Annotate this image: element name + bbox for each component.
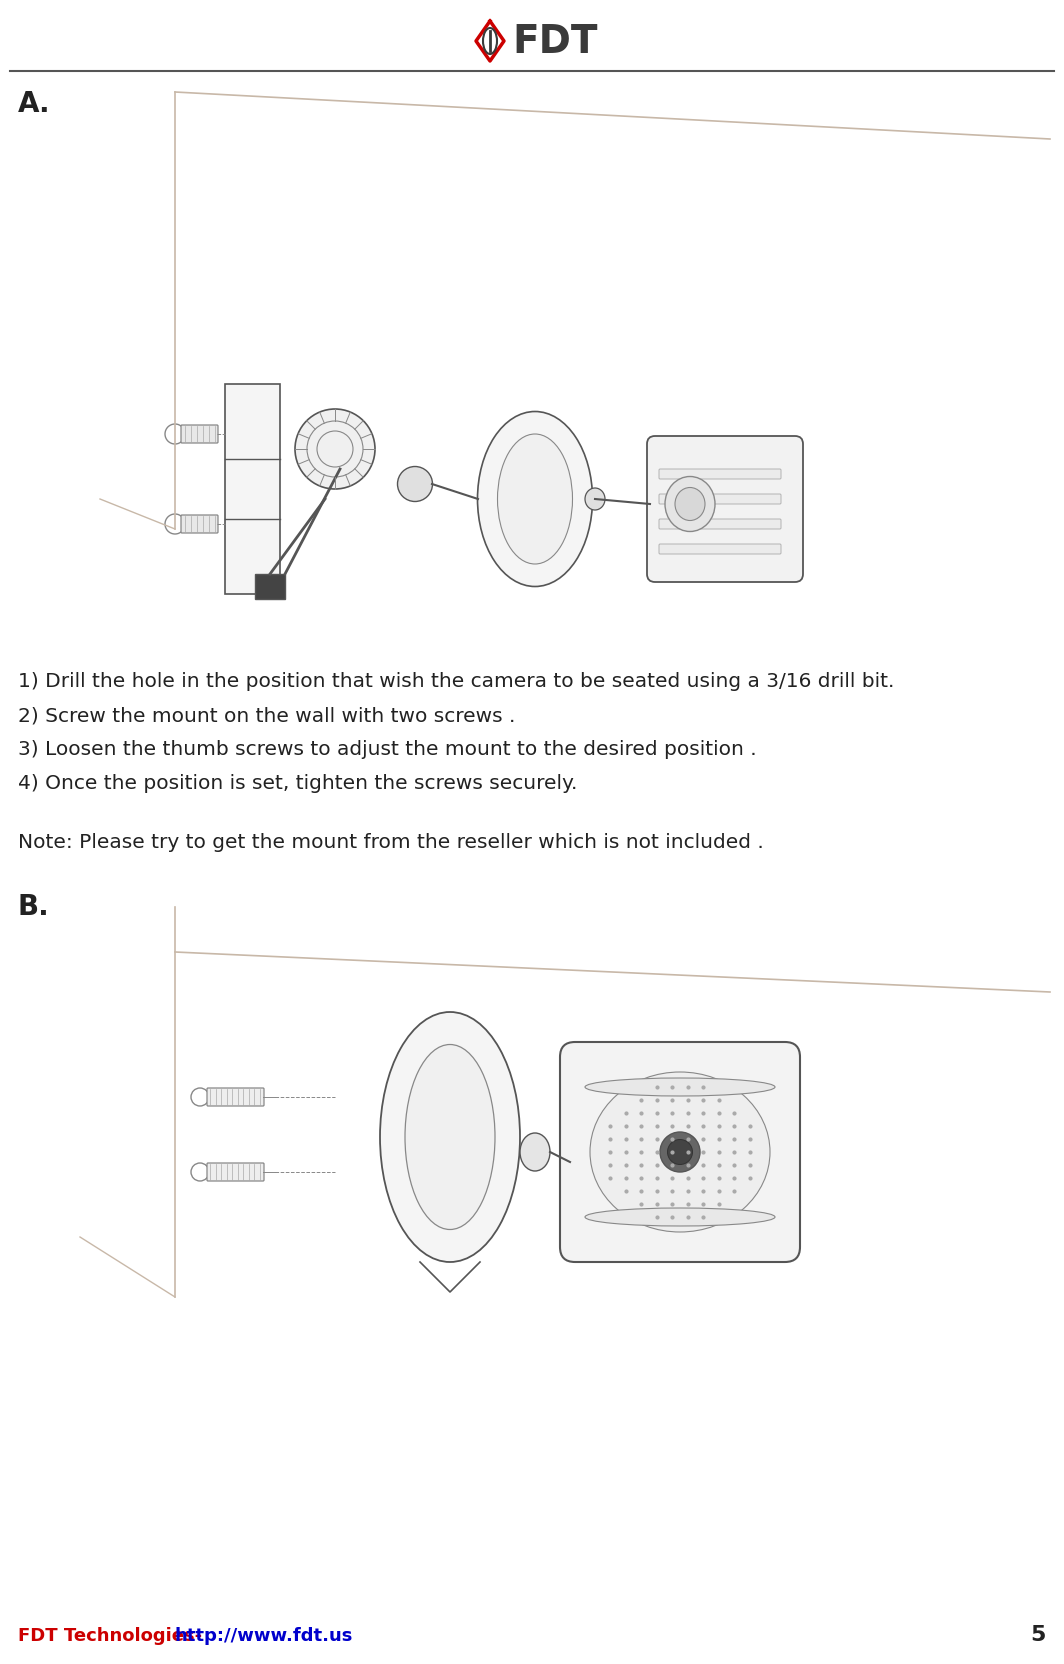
Text: 5: 5 — [1031, 1624, 1046, 1644]
Ellipse shape — [295, 409, 375, 489]
FancyBboxPatch shape — [647, 436, 803, 582]
Ellipse shape — [660, 1132, 700, 1173]
Ellipse shape — [520, 1133, 550, 1171]
Ellipse shape — [380, 1012, 520, 1263]
Ellipse shape — [585, 1078, 775, 1097]
FancyBboxPatch shape — [181, 426, 218, 444]
Text: 3) Loosen the thumb screws to adjust the mount to the desired position .: 3) Loosen the thumb screws to adjust the… — [18, 739, 757, 759]
FancyBboxPatch shape — [659, 494, 781, 504]
FancyBboxPatch shape — [225, 384, 280, 594]
FancyBboxPatch shape — [659, 519, 781, 529]
FancyBboxPatch shape — [207, 1088, 264, 1107]
Text: FDT: FDT — [512, 23, 598, 62]
Text: A.: A. — [18, 90, 51, 118]
Ellipse shape — [498, 434, 572, 564]
Text: 1) Drill the hole in the position that wish the camera to be seated using a 3/16: 1) Drill the hole in the position that w… — [18, 672, 895, 691]
Bar — [255, 574, 285, 599]
Ellipse shape — [585, 1208, 775, 1226]
Text: FDT Technologies-: FDT Technologies- — [18, 1626, 202, 1644]
Ellipse shape — [675, 488, 705, 521]
Ellipse shape — [398, 468, 432, 503]
Ellipse shape — [478, 413, 593, 587]
FancyBboxPatch shape — [659, 469, 781, 479]
Text: 4) Once the position is set, tighten the screws securely.: 4) Once the position is set, tighten the… — [18, 774, 578, 792]
Text: B.: B. — [18, 892, 50, 920]
Ellipse shape — [667, 1140, 693, 1165]
FancyBboxPatch shape — [560, 1042, 800, 1263]
FancyBboxPatch shape — [181, 516, 218, 534]
Ellipse shape — [665, 478, 715, 532]
FancyBboxPatch shape — [659, 544, 781, 554]
Text: 2) Screw the mount on the wall with two screws .: 2) Screw the mount on the wall with two … — [18, 706, 515, 724]
Text: http://www.fdt.us: http://www.fdt.us — [174, 1626, 353, 1644]
Ellipse shape — [585, 489, 605, 511]
Ellipse shape — [405, 1045, 495, 1230]
Ellipse shape — [591, 1072, 770, 1233]
Text: Note: Please try to get the mount from the reseller which is not included .: Note: Please try to get the mount from t… — [18, 832, 764, 852]
FancyBboxPatch shape — [207, 1163, 264, 1181]
